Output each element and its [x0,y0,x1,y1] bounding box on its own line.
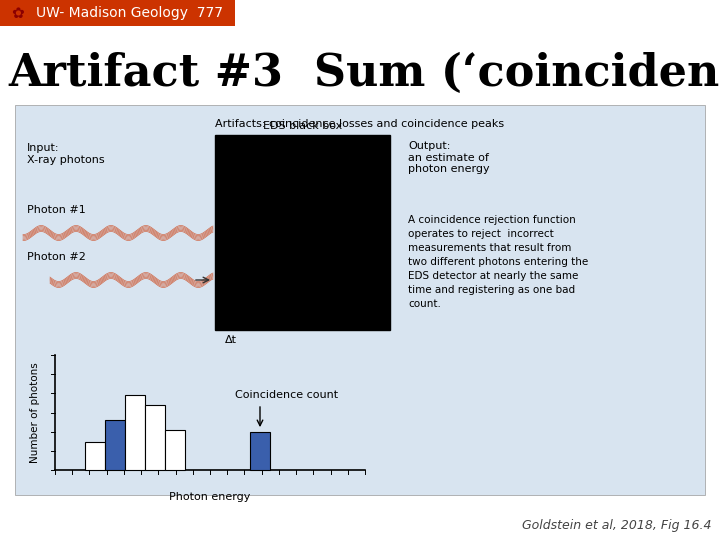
Bar [145,405,165,470]
Text: Input:
X-ray photons: Input: X-ray photons [27,143,104,165]
Bar [105,420,125,470]
Text: Artifacts: coincidence losses and coincidence peaks: Artifacts: coincidence losses and coinci… [215,119,505,129]
Bar [165,430,185,470]
Text: Number of photons: Number of photons [30,362,40,463]
Text: EDS black box: EDS black box [263,121,342,131]
Text: A coincidence rejection function
operates to reject  incorrect
measurements that: A coincidence rejection function operate… [408,215,588,309]
Text: Goldstein et al, 2018, Fig 16.4: Goldstein et al, 2018, Fig 16.4 [523,519,712,532]
Text: Photon #1: Photon #1 [27,205,86,215]
Text: ✿: ✿ [12,5,24,21]
Text: Coincidence count: Coincidence count [235,390,338,400]
Bar [215,135,390,330]
Text: Output:
an estimate of
photon energy: Output: an estimate of photon energy [408,141,490,174]
Bar [15,105,705,495]
Text: Δt: Δt [225,335,237,345]
Text: Photon energy: Photon energy [169,492,251,502]
Text: UW- Madison Geology  777: UW- Madison Geology 777 [37,6,223,20]
Bar [250,432,270,470]
Text: Artifact #3  Sum (‘coincidence”) peaks: Artifact #3 Sum (‘coincidence”) peaks [8,52,720,95]
Bar [125,395,145,470]
Bar [0,0,235,26]
Bar [85,442,105,470]
Text: Photon #2: Photon #2 [27,252,86,262]
